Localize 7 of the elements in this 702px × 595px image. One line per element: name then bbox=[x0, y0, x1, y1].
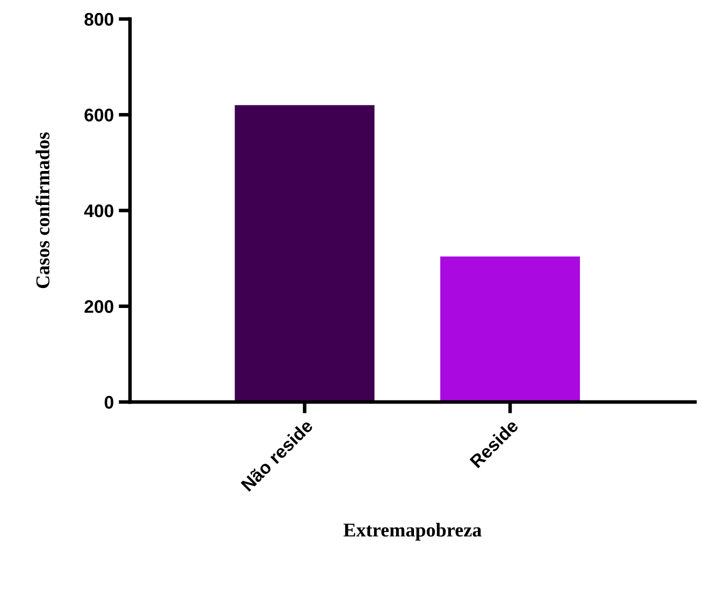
y-axis-title: Casos confirmados bbox=[36, 132, 50, 288]
y-tick-label: 600 bbox=[84, 108, 114, 122]
y-tick-label: 200 bbox=[84, 300, 114, 313]
y-tick-label: 0 bbox=[104, 396, 114, 409]
y-tick-label: 800 bbox=[84, 12, 114, 26]
x-axis-title: Extremapobreza bbox=[344, 522, 482, 541]
y-tick-label: 400 bbox=[84, 204, 114, 218]
